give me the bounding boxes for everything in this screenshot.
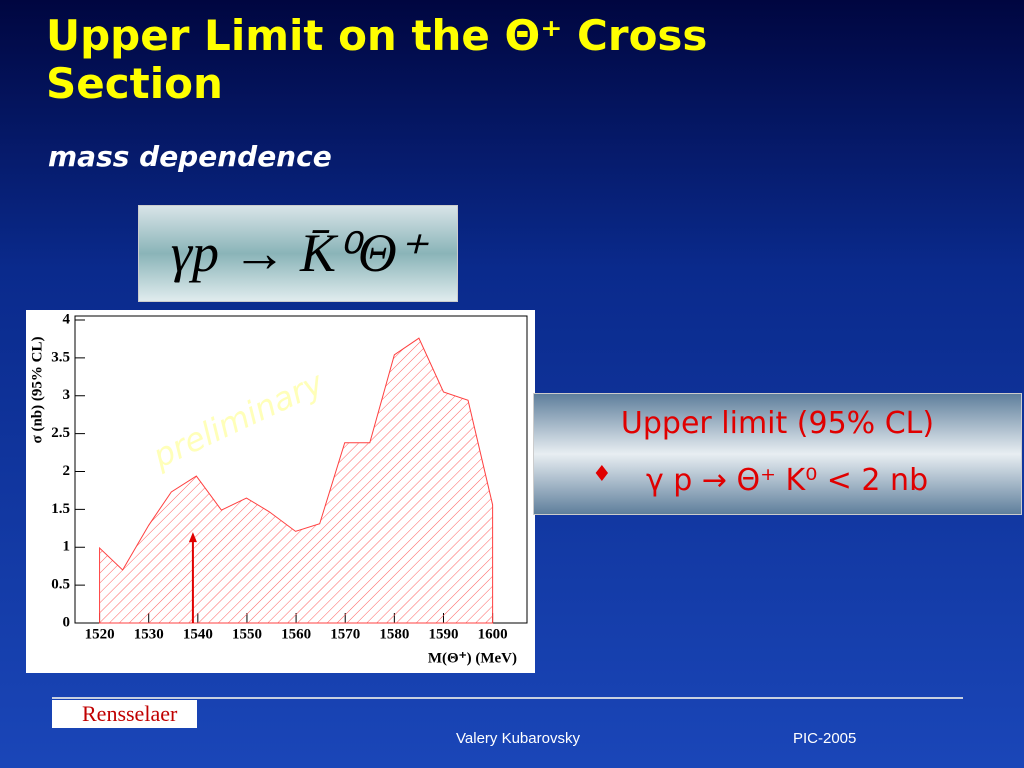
y-axis-label: σ (nb) (95% CL) xyxy=(29,337,45,444)
x-tick-label: 1560 xyxy=(281,626,311,642)
formula: γp → K̄⁰Θ⁺ xyxy=(138,205,458,302)
slide-title: Upper Limit on the Θ⁺ Cross Section xyxy=(46,11,708,108)
bullet: ♦ xyxy=(592,462,612,487)
x-tick-label: 1550 xyxy=(232,626,262,642)
subtitle: mass dependence xyxy=(48,140,332,173)
x-tick-label: 1590 xyxy=(428,626,458,642)
x-tick-label: 1520 xyxy=(85,626,115,642)
x-axis-label: M(Θ⁺) (MeV) xyxy=(428,650,517,666)
footer-rule xyxy=(52,697,963,699)
x-tick-label: 1570 xyxy=(330,626,360,642)
x-tick-label: 1530 xyxy=(134,626,164,642)
x-tick-label: 1580 xyxy=(379,626,409,642)
logo: Rensselaer xyxy=(52,700,197,728)
y-tick-label: 0 xyxy=(63,614,71,630)
result-heading: Upper limit (95% CL) xyxy=(620,406,935,441)
y-tick-label: 2 xyxy=(63,463,71,479)
watermark: preliminary xyxy=(146,363,330,476)
x-tick-label: 1600 xyxy=(478,626,508,642)
y-tick-label: 3 xyxy=(63,387,71,403)
y-tick-label: 3.5 xyxy=(51,349,70,365)
arrow-head xyxy=(188,532,197,543)
y-tick-label: 2.5 xyxy=(51,425,70,441)
event: PIC-2005 xyxy=(793,730,857,747)
y-tick-label: 1.5 xyxy=(51,501,70,517)
y-tick-label: 0.5 xyxy=(51,577,70,593)
y-tick-label: 1 xyxy=(63,539,71,555)
area xyxy=(99,337,494,624)
y-tick-label: 4 xyxy=(63,311,71,327)
result-box: Upper limit (95% CL) ♦ γ p → Θ⁺ K⁰ < 2 n… xyxy=(533,393,1022,515)
result-line: γ p → Θ⁺ K⁰ < 2 nb xyxy=(646,463,929,498)
x-tick-label: 1540 xyxy=(183,626,213,642)
chart: 0 0.5 1 1.5 2 2.5 3 3.5 4 1520 1530 1540 1550 1560 157… xyxy=(26,310,535,673)
author: Valery Kubarovsky xyxy=(456,730,580,747)
